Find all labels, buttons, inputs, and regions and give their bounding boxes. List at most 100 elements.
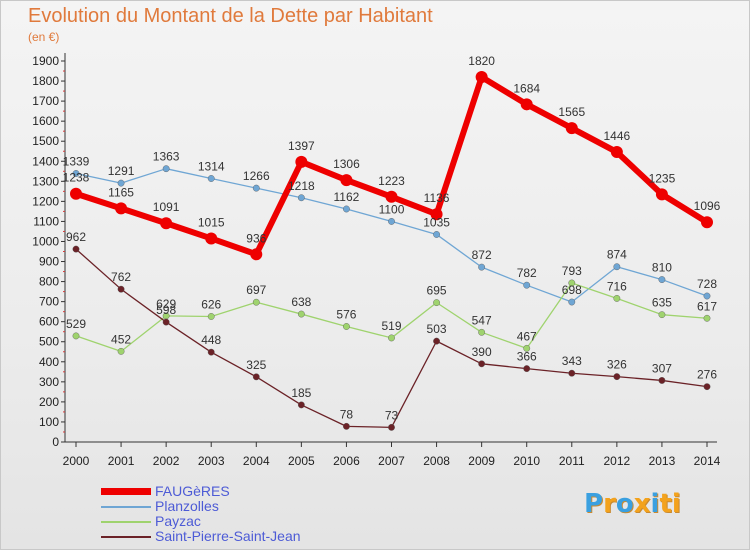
data-point-payzac xyxy=(613,295,621,302)
data-label-payzac: 519 xyxy=(381,319,401,333)
x-tick-label: 2012 xyxy=(604,454,631,468)
data-point-planzolles xyxy=(252,184,260,192)
data-label-payzac: 695 xyxy=(427,284,447,298)
data-label-planzolles: 1314 xyxy=(198,160,225,174)
data-label-faug-res: 1397 xyxy=(288,139,315,153)
data-label-saint-pierre-saint-jean: 390 xyxy=(472,345,492,359)
y-tick-label: 1900 xyxy=(32,54,59,68)
data-label-saint-pierre-saint-jean: 276 xyxy=(697,368,717,382)
x-tick-label: 2013 xyxy=(649,454,676,468)
x-tick-label: 2014 xyxy=(694,454,721,468)
data-point-saint-pierre-saint-jean xyxy=(162,318,170,326)
data-point-payzac xyxy=(297,310,305,318)
data-point-payzac xyxy=(703,314,711,322)
data-label-payzac: 635 xyxy=(652,296,672,310)
data-label-payzac: 547 xyxy=(472,313,492,327)
data-point-planzolles xyxy=(343,205,350,213)
data-label-faug-res: 936 xyxy=(246,231,266,245)
legend-item-payzac: Payzac xyxy=(101,513,361,529)
data-point-saint-pierre-saint-jean xyxy=(297,401,305,409)
data-point-saint-pierre-saint-jean xyxy=(117,285,125,293)
data-label-faug-res: 1096 xyxy=(694,199,721,213)
x-tick-label: 2002 xyxy=(153,454,180,468)
data-point-faug-res xyxy=(250,248,263,261)
legend: FAUGèRES Planzolles Payzac Saint-Pierre-Sai… xyxy=(101,483,361,544)
data-point-saint-pierre-saint-jean xyxy=(433,337,440,345)
data-label-payzac: 716 xyxy=(607,279,627,293)
chart-title: Evolution du Montant de la Dette par Hab… xyxy=(28,5,433,27)
data-point-payzac xyxy=(478,328,486,336)
legend-label: Payzac xyxy=(155,513,201,529)
data-label-faug-res: 1306 xyxy=(333,157,360,171)
data-label-payzac: 697 xyxy=(246,283,266,297)
data-point-faug-res xyxy=(385,190,398,203)
data-label-faug-res: 1136 xyxy=(424,191,450,205)
data-label-saint-pierre-saint-jean: 325 xyxy=(246,358,266,372)
series-line-faug-res xyxy=(75,74,709,258)
data-label-planzolles: 874 xyxy=(607,248,627,262)
data-point-saint-pierre-saint-jean xyxy=(388,423,395,431)
x-tick-label: 2010 xyxy=(513,454,540,468)
data-point-planzolles xyxy=(297,194,305,202)
data-point-saint-pierre-saint-jean xyxy=(613,373,621,381)
data-point-faug-res xyxy=(520,98,533,111)
data-point-payzac xyxy=(388,334,395,342)
legend-item-planzolles: Planzolles xyxy=(101,498,361,514)
data-label-planzolles: 1339 xyxy=(63,154,90,168)
legend-label: Planzolles xyxy=(155,498,219,514)
data-point-saint-pierre-saint-jean xyxy=(207,348,215,356)
data-label-planzolles: 1291 xyxy=(108,164,135,178)
data-point-faug-res xyxy=(295,155,308,168)
data-label-saint-pierre-saint-jean: 343 xyxy=(562,354,582,368)
data-label-saint-pierre-saint-jean: 448 xyxy=(201,333,221,347)
data-label-faug-res: 1223 xyxy=(378,174,405,188)
data-label-planzolles: 1100 xyxy=(379,202,405,216)
y-tick-label: 400 xyxy=(39,355,59,369)
data-point-faug-res xyxy=(475,71,488,84)
data-label-faug-res: 1165 xyxy=(108,185,134,199)
x-tick-label: 2009 xyxy=(468,454,495,468)
data-label-saint-pierre-saint-jean: 503 xyxy=(427,322,447,336)
data-point-saint-pierre-saint-jean xyxy=(72,245,80,253)
y-tick-label: 1600 xyxy=(32,114,59,128)
y-tick-label: 1100 xyxy=(33,214,59,228)
data-label-payzac: 467 xyxy=(517,329,537,343)
data-label-planzolles: 872 xyxy=(472,248,492,262)
data-point-faug-res xyxy=(610,146,623,159)
y-tick-label: 0 xyxy=(52,435,59,449)
y-tick-label: 500 xyxy=(39,335,59,349)
data-point-saint-pierre-saint-jean xyxy=(343,422,350,430)
data-label-saint-pierre-saint-jean: 73 xyxy=(385,408,399,422)
data-point-saint-pierre-saint-jean xyxy=(523,365,531,373)
y-tick-label: 200 xyxy=(39,395,59,409)
data-label-payzac: 529 xyxy=(66,317,86,331)
data-label-payzac: 626 xyxy=(201,297,221,311)
data-label-saint-pierre-saint-jean: 326 xyxy=(607,358,627,372)
data-label-planzolles: 1035 xyxy=(423,215,450,229)
data-label-faug-res: 1565 xyxy=(558,105,585,119)
data-label-faug-res: 1820 xyxy=(468,54,495,68)
data-point-payzac xyxy=(568,279,576,287)
x-tick-label: 2003 xyxy=(198,454,225,468)
data-label-planzolles: 728 xyxy=(697,277,717,291)
data-point-payzac xyxy=(658,311,666,319)
data-label-faug-res: 1238 xyxy=(63,171,90,185)
data-point-faug-res xyxy=(340,174,353,187)
x-tick-label: 2005 xyxy=(288,454,315,468)
legend-label: Saint-Pierre-Saint-Jean xyxy=(155,528,301,544)
y-tick-label: 900 xyxy=(39,255,59,269)
data-label-planzolles: 1218 xyxy=(288,179,315,193)
data-label-saint-pierre-saint-jean: 185 xyxy=(291,386,311,400)
data-point-planzolles xyxy=(162,165,170,173)
x-tick-label: 2008 xyxy=(423,454,450,468)
data-point-faug-res xyxy=(115,202,128,215)
data-point-payzac xyxy=(207,313,215,320)
y-tick-label: 800 xyxy=(39,275,59,289)
data-label-saint-pierre-saint-jean: 598 xyxy=(156,303,176,317)
data-point-saint-pierre-saint-jean xyxy=(658,377,666,384)
data-label-faug-res: 1235 xyxy=(649,171,676,185)
data-point-payzac xyxy=(117,347,125,355)
x-tick-label: 2000 xyxy=(63,454,90,468)
